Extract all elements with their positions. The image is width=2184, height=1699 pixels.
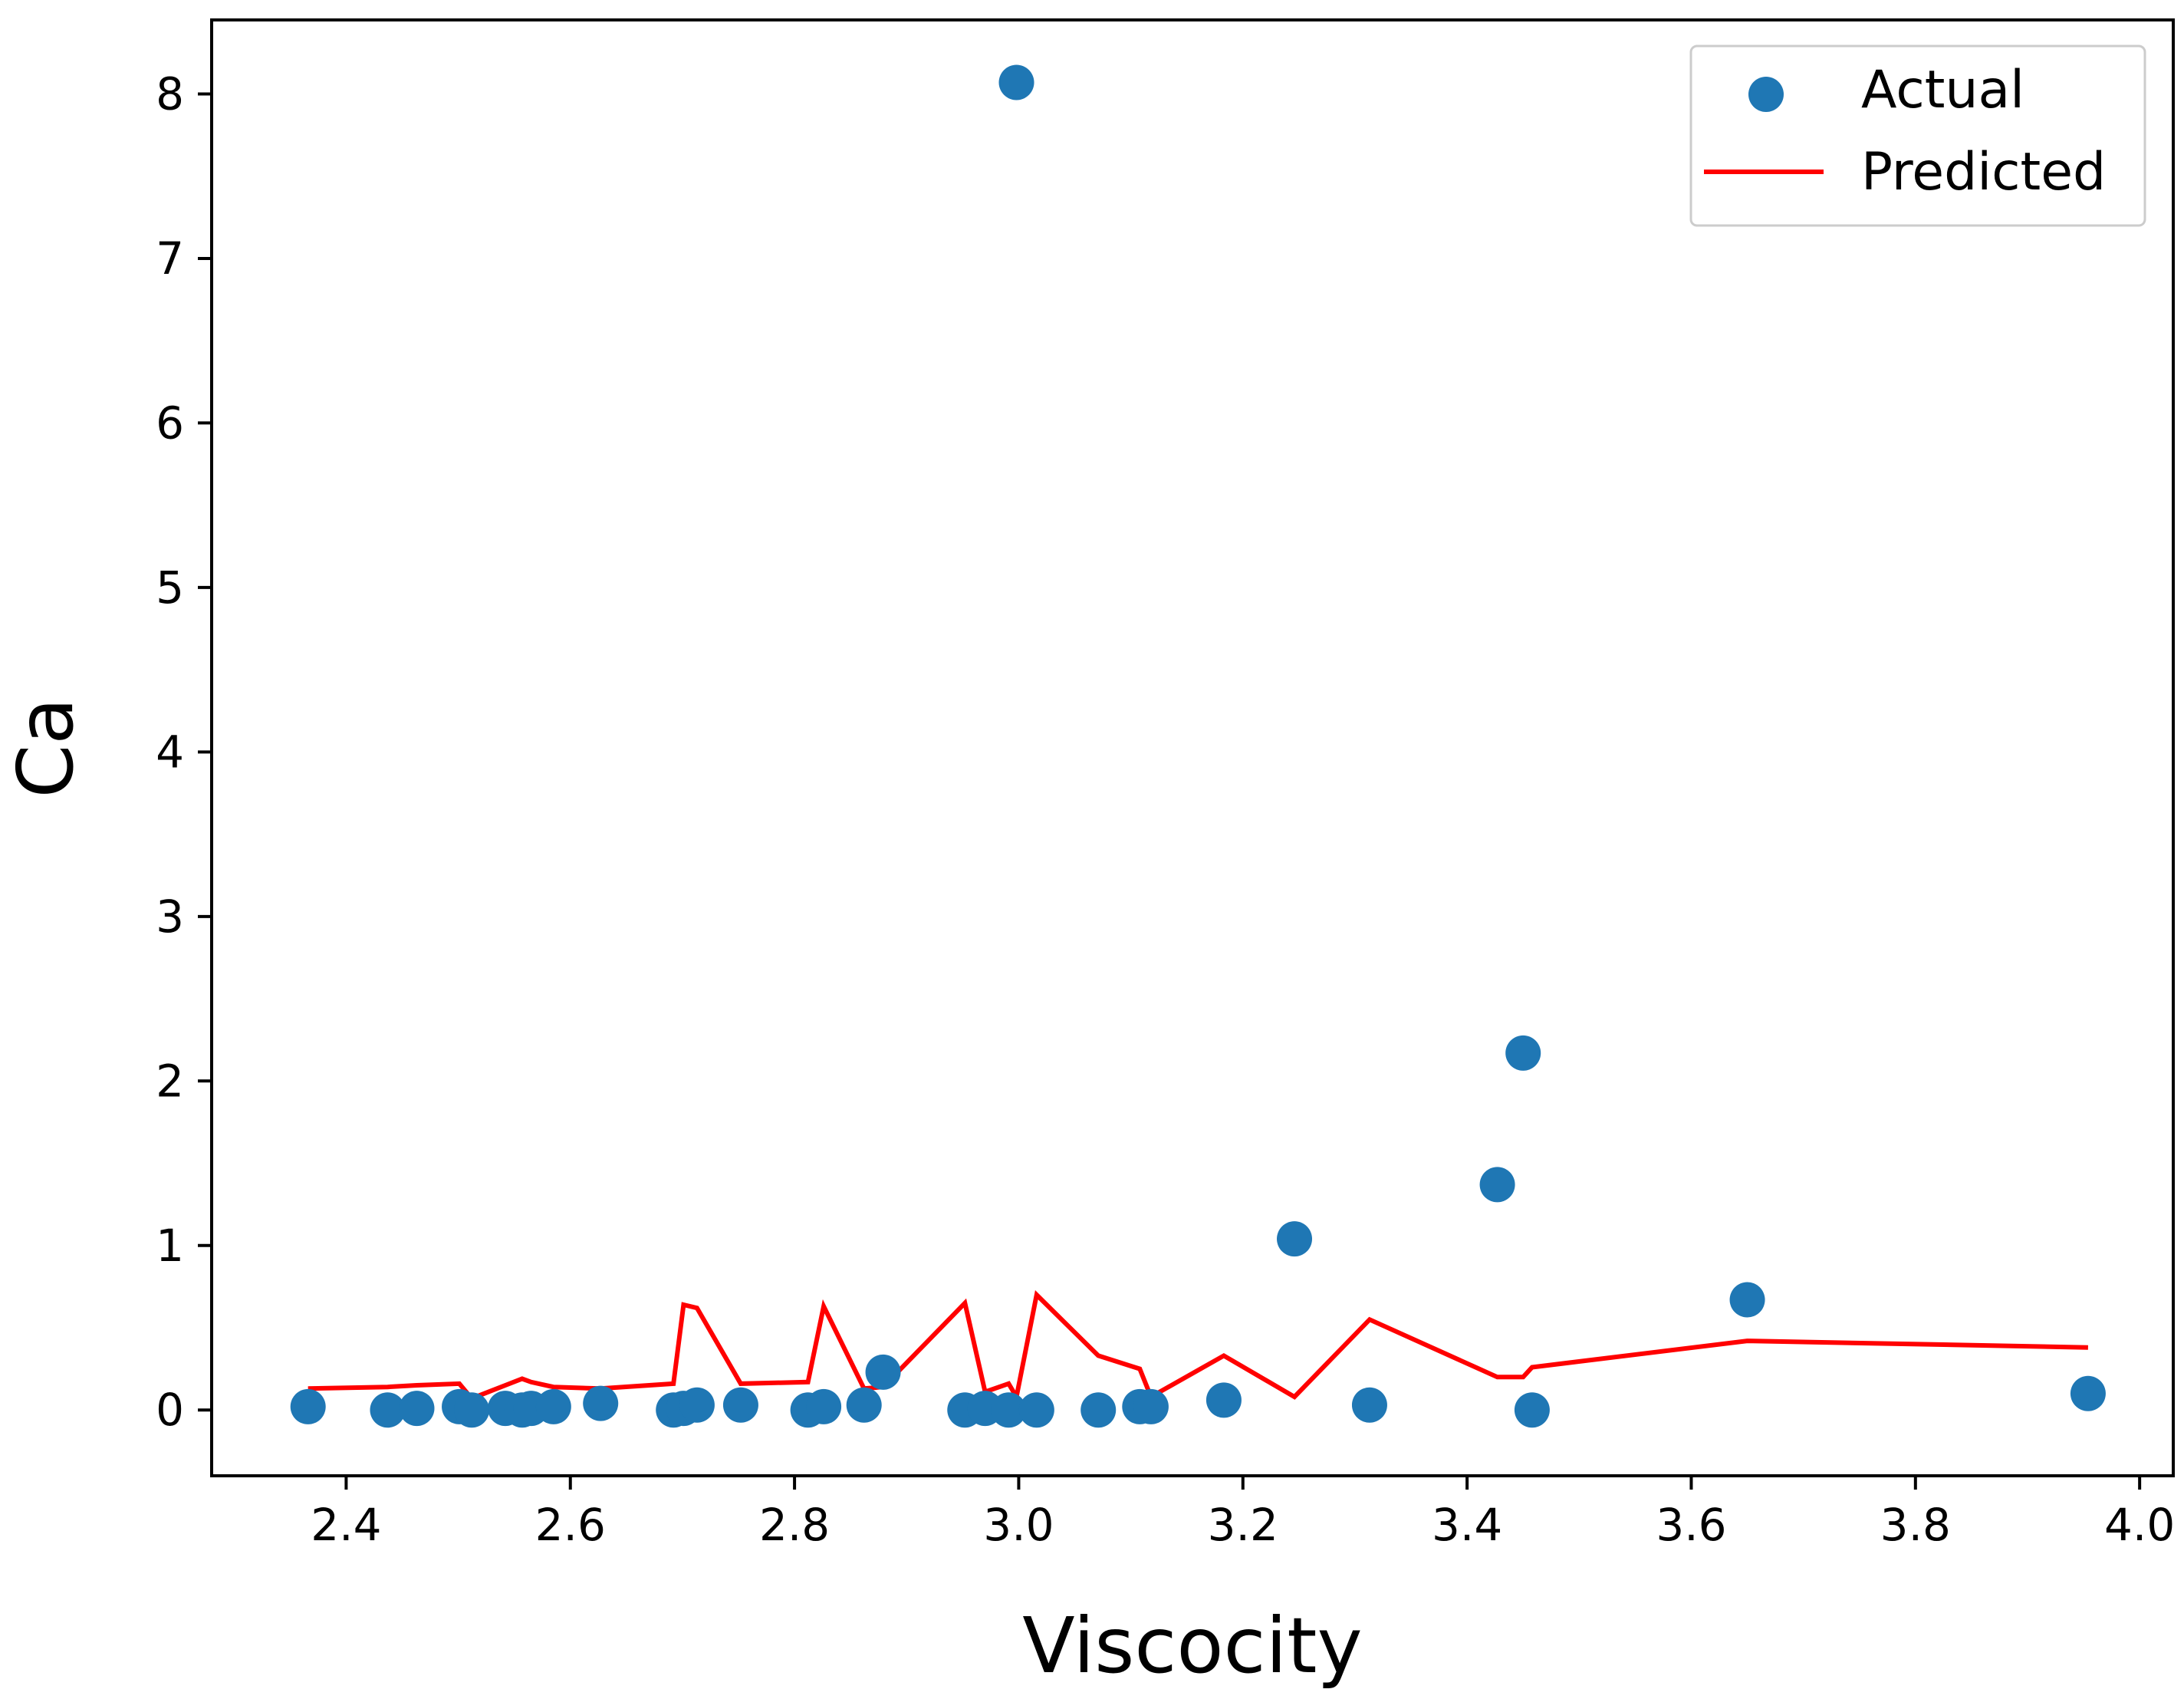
actual-point: [2070, 1375, 2106, 1411]
actual-point: [865, 1354, 901, 1390]
actual-point: [1505, 1035, 1541, 1071]
actual-point: [1080, 1392, 1117, 1428]
legend-box: [1689, 44, 2146, 227]
actual-point: [290, 1388, 326, 1424]
actual-point: [1729, 1282, 1765, 1318]
x-tick-label: 2.4: [311, 1499, 381, 1551]
x-tick-label: 3.4: [1432, 1499, 1502, 1551]
y-axis-title: Ca: [1, 697, 90, 798]
x-axis-ticks: 2.4 2.6 2.8 3.0 3.2 3.4 3.6 3.8 4.0: [311, 1476, 2175, 1551]
x-tick-label: 3.8: [1880, 1499, 1951, 1551]
y-tick-label: 2: [156, 1055, 184, 1107]
x-tick-label: 4.0: [2104, 1499, 2175, 1551]
y-tick-label: 8: [156, 68, 184, 120]
actual-point: [846, 1387, 882, 1423]
x-tick-label: 3.2: [1208, 1499, 1278, 1551]
y-axis-ticks: 0 1 2 3 4 5 6 7 8: [156, 68, 212, 1436]
x-axis-title: Viscocity: [1022, 1601, 1362, 1691]
y-tick-label: 3: [156, 891, 184, 943]
y-tick-label: 5: [156, 561, 184, 614]
actual-point: [806, 1388, 842, 1424]
x-tick-label: 2.6: [535, 1499, 606, 1551]
actual-point: [998, 64, 1034, 100]
actual-point: [454, 1392, 490, 1428]
actual-point: [679, 1387, 715, 1423]
actual-point: [583, 1385, 619, 1421]
x-tick-label: 2.8: [759, 1499, 830, 1551]
legend-predicted-label: Predicted: [1861, 142, 2106, 202]
x-tick-label: 3.0: [983, 1499, 1054, 1551]
y-tick-label: 4: [156, 726, 184, 778]
actual-point: [1133, 1388, 1169, 1424]
y-tick-label: 7: [156, 232, 184, 285]
legend-actual-label: Actual: [1861, 60, 2024, 120]
actual-point: [991, 1392, 1027, 1428]
y-tick-label: 0: [156, 1384, 184, 1436]
actual-point: [535, 1388, 571, 1424]
actual-point: [1514, 1392, 1550, 1428]
predicted-line: [308, 1290, 2088, 1404]
legend-actual-marker: [1748, 77, 1784, 112]
actual-point: [1351, 1387, 1387, 1423]
y-tick-label: 6: [156, 397, 184, 449]
actual-point: [1205, 1382, 1242, 1418]
actual-point: [1479, 1167, 1515, 1203]
actual-point: [370, 1392, 406, 1428]
actual-point: [722, 1387, 758, 1423]
actual-point: [399, 1391, 435, 1427]
y-tick-label: 1: [156, 1220, 184, 1272]
plot-area-frame: [210, 18, 2175, 1477]
actual-point: [1018, 1392, 1054, 1428]
actual-point: [1277, 1221, 1313, 1257]
actual-series: [290, 64, 2106, 1428]
legend: Actual Predicted: [1689, 44, 2146, 227]
predicted-series: [308, 1290, 2088, 1404]
x-tick-label: 3.6: [1656, 1499, 1726, 1551]
